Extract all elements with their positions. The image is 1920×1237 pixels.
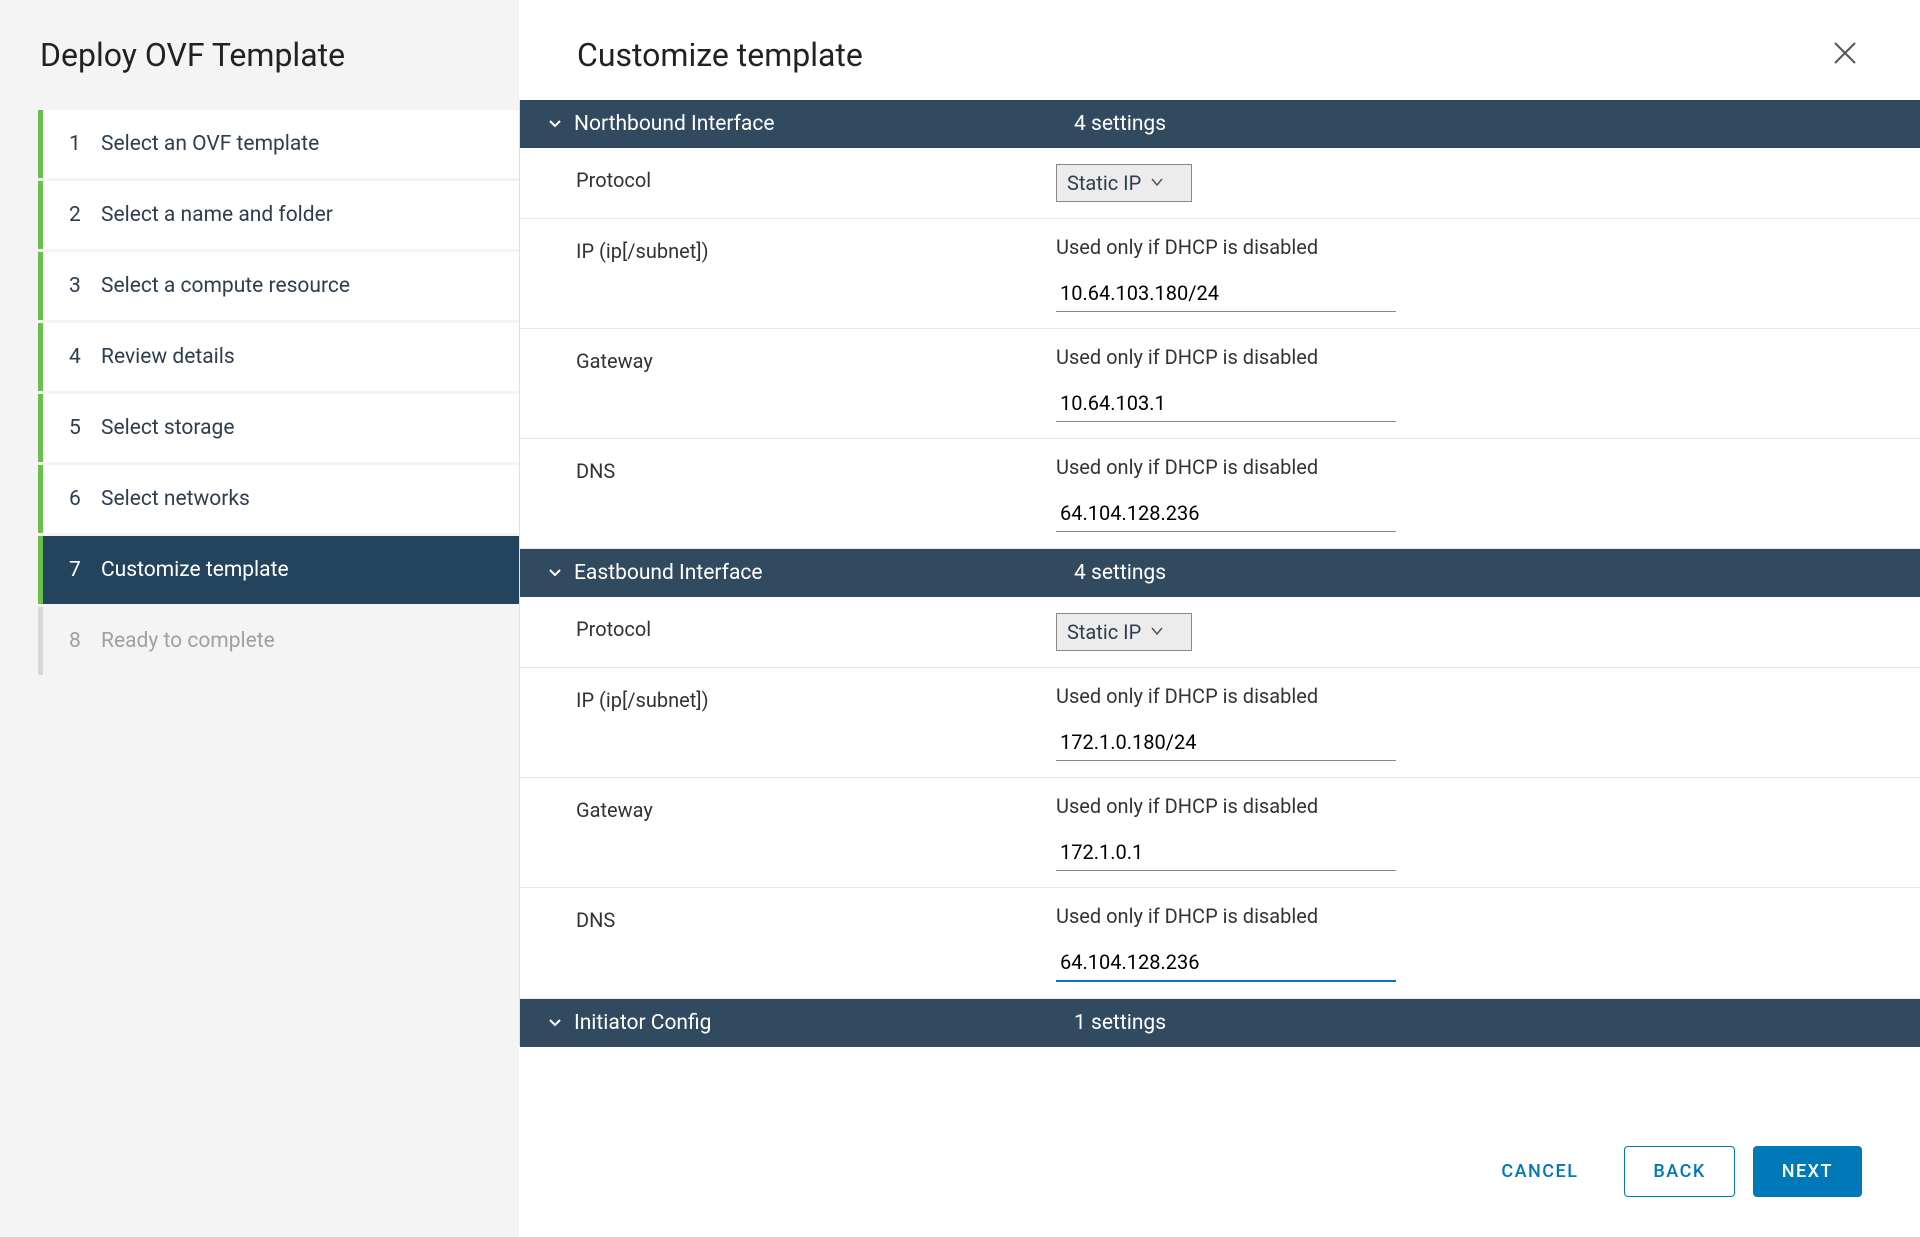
- field-label: Protocol: [576, 613, 1056, 641]
- section-count: 4 settings: [1074, 112, 1892, 136]
- field-label: IP (ip[/subnet]): [576, 235, 1056, 263]
- wizard-step-2[interactable]: 2Select a name and folder: [38, 181, 519, 249]
- select-value: Static IP: [1067, 620, 1141, 644]
- step-label: Ready to complete: [101, 629, 275, 653]
- chevron-down-icon: [548, 564, 562, 583]
- protocol-select[interactable]: Static IP: [1056, 613, 1192, 651]
- step-number: 5: [69, 416, 101, 440]
- field-value: Static IP: [1056, 613, 1892, 651]
- wizard-step-8: 8Ready to complete: [38, 607, 519, 675]
- field-hint: Used only if DHCP is disabled: [1056, 345, 1892, 369]
- step-number: 7: [69, 558, 101, 582]
- step-number: 1: [69, 132, 101, 156]
- text-input[interactable]: [1056, 275, 1396, 312]
- form-row: GatewayUsed only if DHCP is disabled: [520, 778, 1920, 888]
- chevron-down-icon: [548, 1014, 562, 1033]
- section-header[interactable]: Eastbound Interface4 settings: [520, 549, 1920, 597]
- step-number: 3: [69, 274, 101, 298]
- field-hint: Used only if DHCP is disabled: [1056, 904, 1892, 928]
- field-label: Gateway: [576, 794, 1056, 822]
- wizard-step-4[interactable]: 4Review details: [38, 323, 519, 391]
- chevron-down-icon: [1151, 176, 1163, 190]
- page-title: Customize template: [577, 36, 863, 74]
- field-hint: Used only if DHCP is disabled: [1056, 455, 1892, 479]
- form-row: IP (ip[/subnet])Used only if DHCP is dis…: [520, 219, 1920, 329]
- back-button[interactable]: BACK: [1624, 1146, 1734, 1197]
- protocol-select[interactable]: Static IP: [1056, 164, 1192, 202]
- form-row: DNSUsed only if DHCP is disabled: [520, 888, 1920, 999]
- section-title: Northbound Interface: [574, 112, 1074, 136]
- step-number: 6: [69, 487, 101, 511]
- section-title: Eastbound Interface: [574, 561, 1074, 585]
- wizard-main: Customize template Northbound Interface4…: [519, 0, 1920, 1237]
- text-input[interactable]: [1056, 495, 1396, 532]
- wizard-step-6[interactable]: 6Select networks: [38, 465, 519, 533]
- step-label: Select a compute resource: [101, 274, 350, 298]
- step-label: Select storage: [101, 416, 234, 440]
- field-label: DNS: [576, 904, 1056, 932]
- field-value: Used only if DHCP is disabled: [1056, 235, 1892, 312]
- field-label: Gateway: [576, 345, 1056, 373]
- form-row: GatewayUsed only if DHCP is disabled: [520, 329, 1920, 439]
- section-count: 1 settings: [1074, 1011, 1892, 1035]
- field-value: Used only if DHCP is disabled: [1056, 904, 1892, 982]
- form-row: Protocol Static IP: [520, 597, 1920, 668]
- chevron-down-icon: [548, 115, 562, 134]
- step-number: 4: [69, 345, 101, 369]
- text-input[interactable]: [1056, 834, 1396, 871]
- wizard-step-3[interactable]: 3Select a compute resource: [38, 252, 519, 320]
- wizard-footer: CANCEL BACK NEXT: [519, 1118, 1920, 1237]
- field-value: Used only if DHCP is disabled: [1056, 684, 1892, 761]
- field-label: DNS: [576, 455, 1056, 483]
- select-value: Static IP: [1067, 171, 1141, 195]
- field-hint: Used only if DHCP is disabled: [1056, 794, 1892, 818]
- close-icon[interactable]: [1828, 36, 1862, 76]
- next-button[interactable]: NEXT: [1753, 1146, 1862, 1197]
- cancel-button[interactable]: CANCEL: [1473, 1147, 1606, 1196]
- step-number: 2: [69, 203, 101, 227]
- field-label: Protocol: [576, 164, 1056, 192]
- section-title: Initiator Config: [574, 1011, 1074, 1035]
- wizard-container: Deploy OVF Template 1Select an OVF templ…: [0, 0, 1920, 1237]
- text-input[interactable]: [1056, 724, 1396, 761]
- field-value: Used only if DHCP is disabled: [1056, 345, 1892, 422]
- field-value: Used only if DHCP is disabled: [1056, 455, 1892, 532]
- main-header: Customize template: [519, 0, 1920, 100]
- form-row: DNSUsed only if DHCP is disabled: [520, 439, 1920, 549]
- field-value: Used only if DHCP is disabled: [1056, 794, 1892, 871]
- step-label: Select a name and folder: [101, 203, 333, 227]
- section-header[interactable]: Northbound Interface4 settings: [520, 100, 1920, 148]
- wizard-step-7[interactable]: 7Customize template: [38, 536, 519, 604]
- step-number: 8: [69, 629, 101, 653]
- wizard-sidebar: Deploy OVF Template 1Select an OVF templ…: [0, 0, 519, 1237]
- text-input[interactable]: [1056, 944, 1396, 982]
- field-value: Static IP: [1056, 164, 1892, 202]
- form-content: Northbound Interface4 settingsProtocolSt…: [519, 100, 1920, 1118]
- step-label: Customize template: [101, 558, 289, 582]
- step-label: Select an OVF template: [101, 132, 319, 156]
- wizard-step-5[interactable]: 5Select storage: [38, 394, 519, 462]
- text-input[interactable]: [1056, 385, 1396, 422]
- section-header[interactable]: Initiator Config1 settings: [520, 999, 1920, 1047]
- wizard-steps: 1Select an OVF template2Select a name an…: [34, 110, 519, 675]
- chevron-down-icon: [1151, 625, 1163, 639]
- step-label: Select networks: [101, 487, 250, 511]
- step-label: Review details: [101, 345, 235, 369]
- wizard-step-1[interactable]: 1Select an OVF template: [38, 110, 519, 178]
- field-label: IP (ip[/subnet]): [576, 684, 1056, 712]
- section-count: 4 settings: [1074, 561, 1892, 585]
- form-row: IP (ip[/subnet])Used only if DHCP is dis…: [520, 668, 1920, 778]
- wizard-title: Deploy OVF Template: [0, 36, 519, 110]
- form-row: Protocol Static IP: [520, 148, 1920, 219]
- field-hint: Used only if DHCP is disabled: [1056, 684, 1892, 708]
- field-hint: Used only if DHCP is disabled: [1056, 235, 1892, 259]
